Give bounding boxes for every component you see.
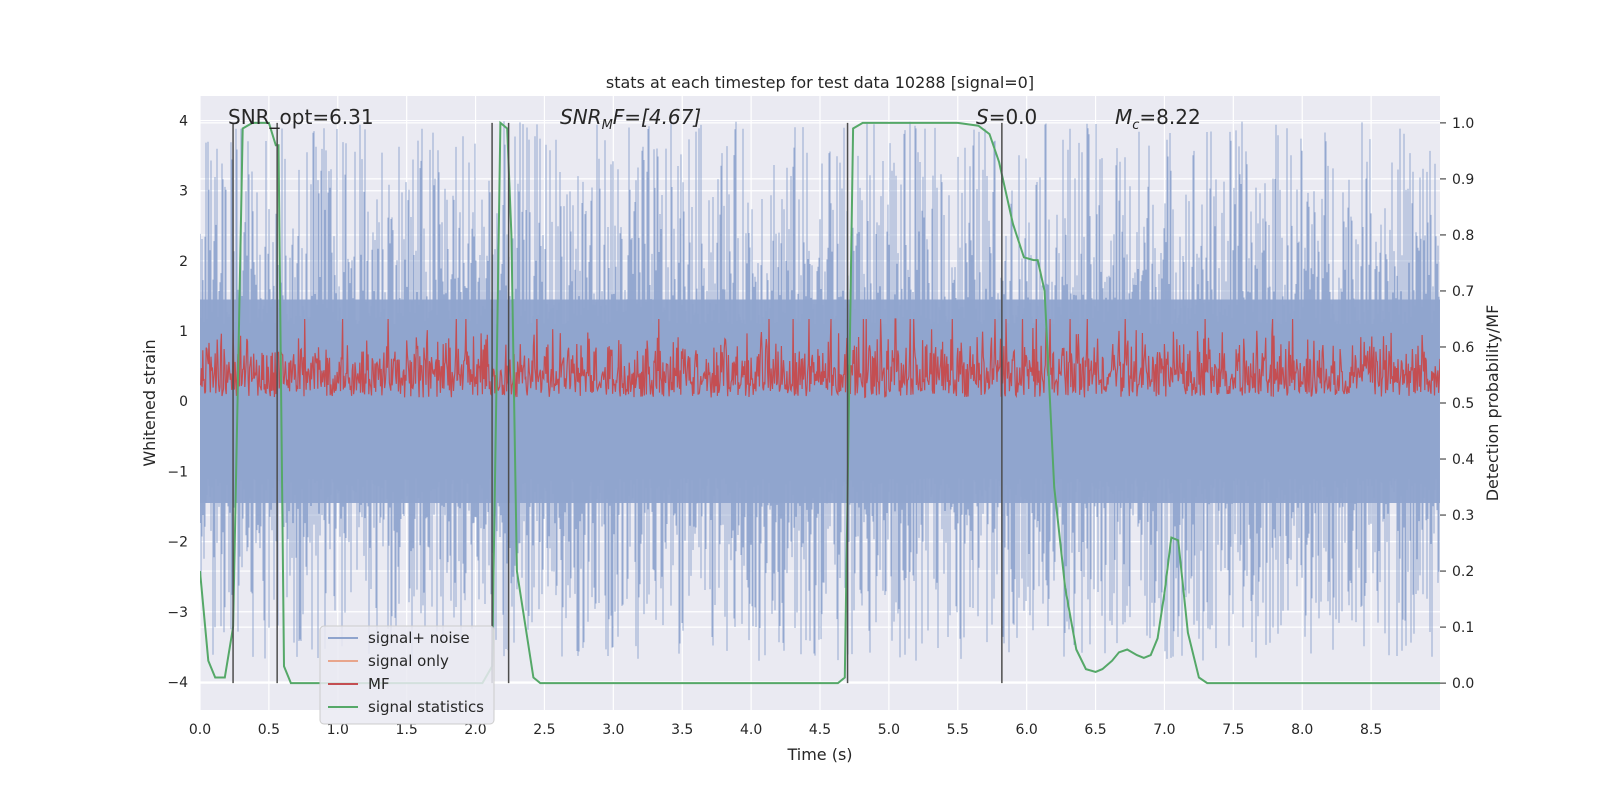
- legend-label-noise: signal+ noise: [368, 629, 470, 647]
- annotation-snr-opt: SNR_opt=6.31: [228, 105, 374, 129]
- y2-tick-label: 0.2: [1452, 564, 1474, 580]
- y-tick-label: 1: [179, 324, 188, 340]
- y-tick-label: −1: [167, 464, 188, 480]
- y-tick-label: −2: [167, 535, 188, 551]
- chart-title: stats at each timestep for test data 102…: [606, 73, 1034, 92]
- annotation-s-rest: =0.0: [989, 105, 1038, 129]
- y2-tick-labels: 1.0 0.9 0.8 0.7 0.6 0.5 0.4 0.3 0.2 0.1 0.0: [1440, 116, 1474, 692]
- annotation-mc-main: M: [1115, 105, 1132, 129]
- annotation-snr-mf-sub: M: [602, 118, 613, 133]
- y2-tick-label: 0.6: [1452, 340, 1474, 356]
- y2-tick-label: 0.3: [1452, 508, 1474, 524]
- y2-tick-label: 0.5: [1452, 396, 1474, 412]
- x-tick-label: 7.5: [1222, 722, 1244, 738]
- legend-label-mf: MF: [368, 675, 390, 693]
- legend-label-signal: signal only: [368, 652, 449, 670]
- mf-series-line: [200, 318, 1440, 399]
- x-tick-label: 3.0: [602, 722, 624, 738]
- y-tick-label: 4: [179, 114, 188, 130]
- x-tick-label: 0.5: [258, 722, 280, 738]
- x-tick-label: 3.5: [671, 722, 693, 738]
- y2-tick-label: 0.9: [1452, 172, 1474, 188]
- annotation-snr-mf-main: SNR: [560, 105, 602, 129]
- x-tick-label: 4.5: [809, 722, 831, 738]
- y-tick-label: 3: [179, 184, 188, 200]
- legend: signal+ noise signal only MF signal stat…: [319, 625, 495, 725]
- vertical-markers: [232, 122, 1003, 684]
- y-tick-labels: 4 3 2 1 0 −1 −2 −3 −4: [167, 114, 188, 691]
- x-axis-label: Time (s): [786, 745, 852, 764]
- x-tick-label: 6.0: [1016, 722, 1038, 738]
- y-tick-label: 0: [179, 394, 188, 410]
- y2-tick-label: 0.0: [1452, 676, 1474, 692]
- annotation-mc: Mc=8.22: [1115, 105, 1201, 133]
- y-axis-label: Whitened strain: [140, 339, 159, 466]
- x-tick-label: 8.5: [1360, 722, 1382, 738]
- y2-tick-label: 0.7: [1452, 284, 1474, 300]
- x-tick-label: 8.0: [1291, 722, 1313, 738]
- x-tick-label: 2.5: [533, 722, 555, 738]
- y2-tick-label: 1.0: [1452, 116, 1474, 132]
- x-tick-label: 6.5: [1084, 722, 1106, 738]
- x-tick-label: 7.0: [1153, 722, 1175, 738]
- stats-series-line: [200, 120, 1440, 685]
- legend-label-stats: signal statistics: [368, 698, 484, 716]
- y-tick-label: 2: [179, 254, 188, 270]
- y2-axis-label: Detection probability/MF: [1483, 305, 1502, 502]
- y2-tick-label: 0.8: [1452, 228, 1474, 244]
- y-tick-label: −3: [167, 605, 188, 621]
- x-tick-label: 5.0: [878, 722, 900, 738]
- y2-tick-label: 0.1: [1452, 620, 1474, 636]
- series-layer: [200, 120, 1440, 685]
- legend-box: [319, 625, 495, 725]
- x-tick-label: 5.5: [947, 722, 969, 738]
- x-tick-labels: 0.0 0.5 1.0 1.5 2.0 2.5 3.0 3.5 4.0 4.5 5.0 5.5 6.0 6…: [189, 722, 1382, 738]
- annotation-snr-mf: SNRMF=[4.67]: [560, 105, 701, 133]
- x-tick-label: 2.0: [464, 722, 486, 738]
- annotation-s: S=0.0: [976, 105, 1037, 129]
- annotation-mc-rest: =8.22: [1139, 105, 1200, 129]
- x-tick-label: 0.0: [189, 722, 211, 738]
- x-tick-label: 4.0: [740, 722, 762, 738]
- annotation-s-main: S: [976, 105, 989, 129]
- x-tick-label: 1.5: [396, 722, 418, 738]
- annotation-snr-mf-rest: F=[4.67]: [613, 105, 701, 129]
- y-tick-label: −4: [167, 675, 188, 691]
- y2-tick-label: 0.4: [1452, 452, 1474, 468]
- x-tick-label: 1.0: [327, 722, 349, 738]
- annotation-mc-sub: c: [1132, 118, 1139, 133]
